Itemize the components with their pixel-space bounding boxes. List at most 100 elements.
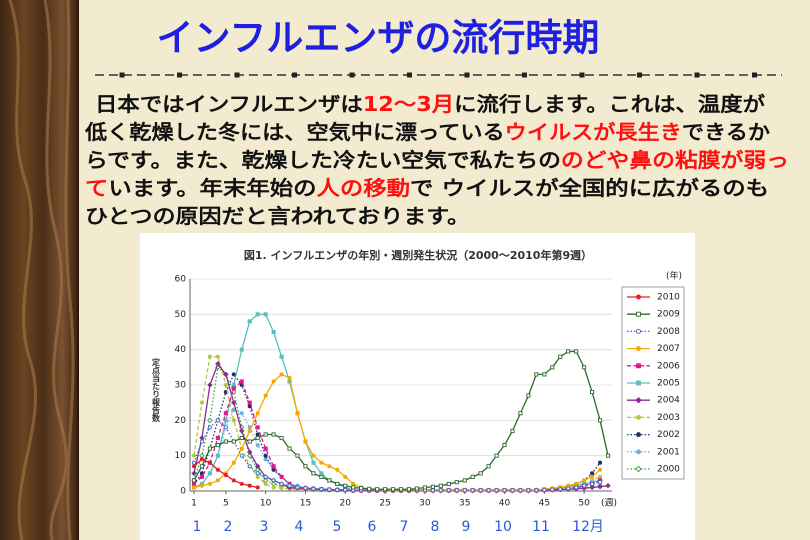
x-tick-label: 5 [223, 499, 229, 509]
point [478, 471, 483, 476]
rule-square [637, 72, 642, 78]
point [254, 463, 261, 469]
point [319, 460, 324, 465]
point [279, 486, 284, 491]
point [598, 467, 603, 472]
body-text: います。年末年始の [108, 176, 316, 200]
point [255, 471, 260, 476]
point [231, 418, 236, 423]
point [430, 484, 435, 489]
legend-title: (年) [666, 270, 682, 282]
point [462, 488, 467, 493]
point [542, 487, 547, 492]
point [231, 478, 236, 483]
point [247, 483, 252, 488]
point [478, 488, 483, 493]
point [550, 487, 555, 492]
highlight-text: 人の移動 [317, 176, 411, 200]
legend-label: 2009 [657, 310, 680, 320]
point [438, 483, 443, 488]
point [598, 474, 603, 479]
y-tick-label: 30 [175, 381, 187, 391]
point [335, 487, 340, 492]
point [597, 484, 603, 490]
point [231, 460, 236, 465]
point [223, 473, 228, 478]
point [247, 449, 253, 455]
point [207, 460, 212, 465]
month-label: 9 [462, 519, 471, 535]
point [636, 294, 641, 300]
rule-square [522, 72, 527, 78]
point [231, 439, 236, 444]
point [454, 480, 459, 485]
point [351, 485, 356, 490]
month-label: 12月 [572, 519, 604, 535]
point [191, 485, 197, 490]
point [287, 375, 292, 380]
rule-square [177, 72, 182, 78]
month-label: 3 [260, 519, 269, 535]
point [215, 354, 220, 359]
point [271, 379, 276, 384]
point [327, 487, 332, 492]
point [271, 432, 276, 437]
point [494, 453, 499, 458]
point [223, 418, 228, 423]
point [271, 464, 276, 469]
point [636, 414, 641, 420]
highlight-text: 12～3月 [363, 92, 454, 116]
point [582, 483, 587, 488]
point [303, 439, 308, 444]
point [566, 349, 571, 354]
paragraph-line: らです。また、乾燥した冷たい空気で私たちの のどや鼻の粘膜が弱っ [85, 148, 789, 172]
point [223, 439, 228, 444]
point [215, 443, 220, 448]
point [263, 453, 268, 458]
body-text: 低く乾燥した冬には、空気中に漂っている [84, 120, 505, 144]
legend-label: 2007 [657, 344, 680, 354]
rule-square [349, 72, 355, 78]
point [590, 471, 595, 476]
point [255, 435, 260, 441]
point [311, 460, 316, 465]
month-label: 11 [532, 519, 550, 535]
point [263, 474, 268, 479]
point [207, 417, 213, 424]
point [558, 354, 563, 359]
point [605, 453, 611, 458]
point [335, 481, 340, 486]
x-tick-label: 20 [340, 499, 352, 509]
point [454, 488, 459, 493]
point [231, 382, 236, 388]
rule-square [234, 72, 240, 78]
point [279, 372, 284, 377]
paragraph-line: 日本ではインフルエンザは 12～3月 に流行します。これは、温度が [95, 92, 765, 116]
point [351, 481, 356, 486]
point [239, 481, 244, 486]
point [574, 485, 579, 490]
point [239, 347, 244, 352]
point [367, 486, 372, 491]
month-label: 10 [494, 519, 512, 535]
point [199, 457, 204, 462]
point [279, 354, 284, 359]
point [605, 482, 611, 489]
point [263, 393, 268, 398]
point [636, 346, 641, 352]
series-line [193, 373, 601, 491]
point [295, 485, 300, 490]
x-tick-label: 40 [499, 499, 511, 509]
point [311, 453, 316, 458]
y-tick-label: 60 [175, 275, 187, 285]
point [191, 460, 197, 465]
slide-title: インフルエンザの流行時期 [157, 17, 600, 60]
point [470, 474, 475, 479]
point [526, 488, 531, 493]
point [191, 464, 197, 469]
month-label: 7 [400, 519, 409, 535]
point [199, 439, 204, 444]
point [207, 425, 212, 430]
point [223, 371, 229, 378]
